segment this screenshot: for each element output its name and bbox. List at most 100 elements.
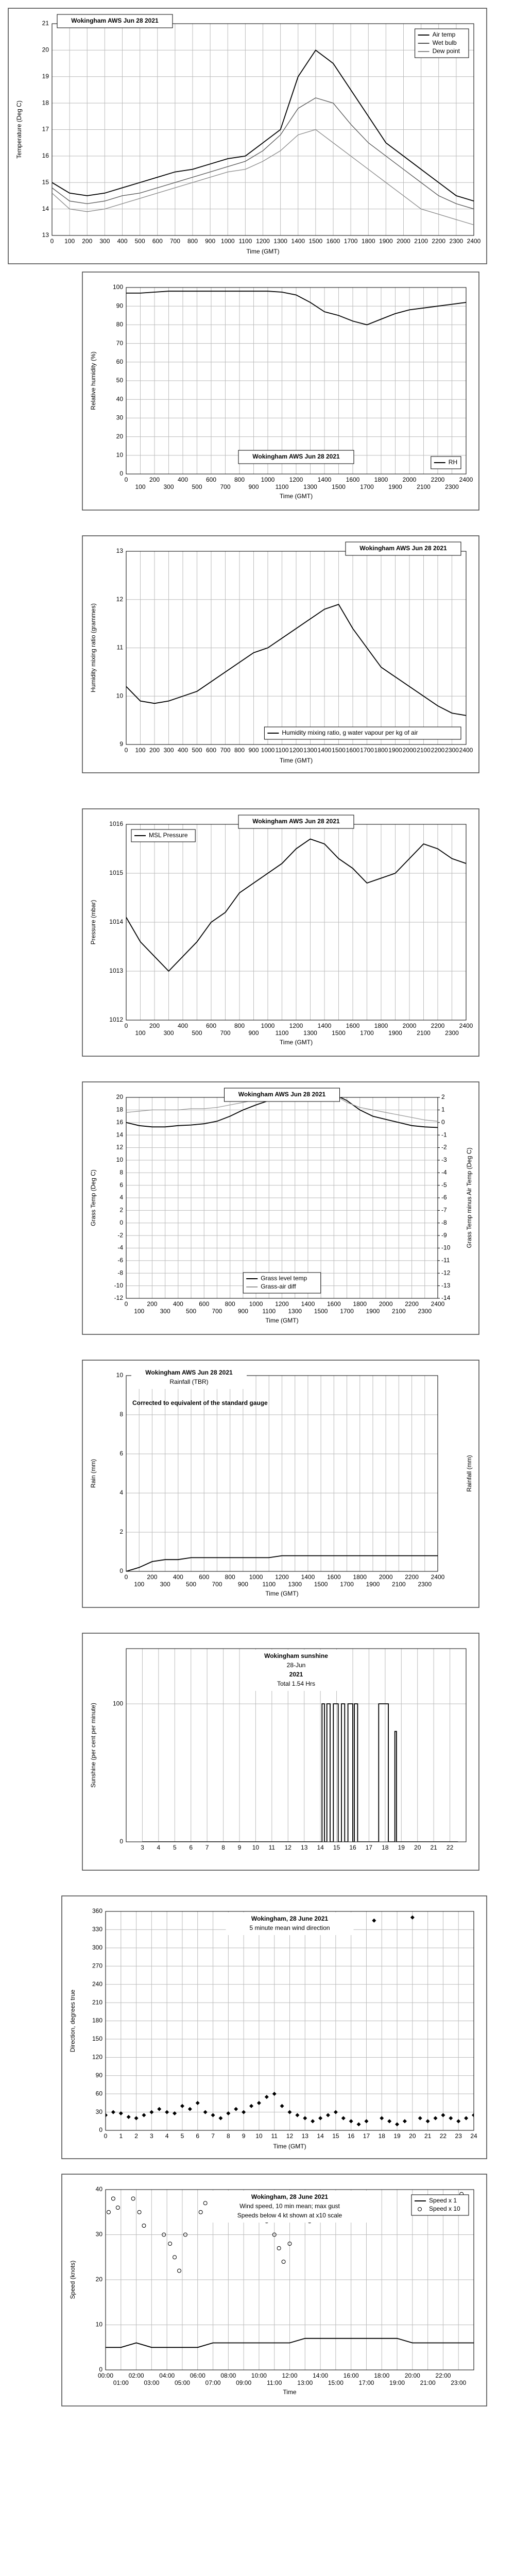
panel [8,8,487,264]
y2-tick-label: -7 [441,1207,447,1214]
y-tick-label: 20 [116,433,124,440]
x-tick-label: 2200 [432,238,445,245]
title-box [345,541,461,556]
x-tick-label: 16 [348,2132,355,2140]
x-tick-label: 700 [212,1581,222,1588]
y-tick-label: 20 [96,2276,103,2283]
point [106,2113,108,2117]
x-tick-label: 0 [125,1300,128,1308]
y-tick-label: -10 [114,1282,124,1289]
x-tick-label: 1900 [366,1308,380,1315]
point [162,2232,166,2237]
chart-subtitle: Speeds below 4 kt shown at x10 scale [237,2212,342,2219]
y-tick-label: 60 [96,2090,103,2097]
x-tick-label: 8 [221,1844,225,1851]
x-tick-label: 700 [220,483,230,490]
point [256,2100,261,2105]
y-tick-label: -4 [117,1244,123,1251]
x-tick-label: 1900 [388,1029,402,1037]
chart-title: Wokingham, 28 June 2021 [251,1915,328,1922]
x-tick-label: 21:00 [420,2379,436,2386]
x-tick-label: 100 [135,1029,145,1037]
y-tick-label: 2 [119,1528,123,1535]
y-tick-label: 14 [42,205,49,212]
y-tick-label: 10 [116,692,124,699]
y2-tick-label: -13 [441,1282,451,1289]
chart-title: Wokingham, 28 June 2021 [251,2193,328,2200]
y-axis-label: Rain (mm) [90,1459,97,1488]
point [395,2122,400,2127]
x-tick-label: 16 [349,1844,356,1851]
point [106,2210,111,2214]
legend-label: RH [449,459,457,466]
series-line [126,1097,438,1128]
x-tick-label: 2200 [431,476,445,483]
x-tick-label: 200 [147,1300,157,1308]
y-tick-label: 6 [119,1181,123,1189]
x-tick-label: 2000 [379,1573,393,1581]
x-tick-label: 13:00 [297,2379,313,2386]
y-tick-label: 360 [92,1907,102,1914]
panel [82,1081,479,1335]
x-tick-label: 600 [199,1300,209,1308]
x-tick-label: 20:00 [405,2372,420,2379]
x-tick-label: 1700 [360,1029,374,1037]
chart-title: Wokingham AWS Jun 28 2021 [238,1091,326,1098]
chart-title: Wokingham AWS Jun 28 2021 [252,453,340,460]
y-tick-label: 20 [116,1093,124,1100]
x-tick-label: 1200 [275,1573,289,1581]
y-tick-label: 0 [99,2126,102,2133]
x-tick-label: 400 [173,1573,183,1581]
point [180,2104,184,2108]
x-tick-label: 1500 [309,238,323,245]
x-tick-label: 300 [160,1308,170,1315]
point [364,2119,369,2124]
y-tick-label: 18 [116,1106,124,1113]
x-tick-label: 900 [248,483,259,490]
y-tick-label: 17 [42,126,49,133]
point [449,2116,453,2121]
x-tick-label: 1900 [388,747,402,754]
y-tick-label: 13 [42,231,49,239]
x-tick-label: 1800 [362,238,375,245]
title-box [131,1366,247,1389]
point [387,2119,392,2124]
x-tick-label: 600 [206,747,216,754]
x-tick-label: 800 [225,1300,235,1308]
x-tick-label: 300 [163,747,174,754]
x-tick-label: 1000 [221,238,235,245]
x-tick-label: 24 [470,2132,477,2140]
y-axis-label: Sunshine (per cent per minute) [90,1703,97,1788]
x-tick-label: 12 [286,2132,294,2140]
x-tick-label: 1800 [374,476,388,483]
y2-tick-label: -9 [441,1231,447,1239]
x-tick-label: 1700 [360,483,374,490]
x-tick-label: 1300 [303,1029,317,1037]
point [425,2119,430,2124]
x-axis-label: Time (GMT) [280,757,313,764]
point [295,2113,300,2117]
title-box [209,2191,370,2223]
x-tick-label: 2400 [459,747,473,754]
x-tick-label: 1800 [353,1300,367,1308]
chart-subtitle: 2021 [289,1671,303,1678]
x-tick-label: 900 [248,747,259,754]
x-tick-label: 1400 [301,1300,315,1308]
point [111,2110,115,2114]
y2-tick-label: -3 [441,1156,447,1163]
chart-subtitle: 28-Jun [287,1662,306,1669]
y-tick-label: 2 [119,1207,123,1214]
y-tick-label: 4 [119,1489,123,1496]
point [198,2210,203,2214]
x-axis-label: Time (GMT) [273,2143,306,2150]
x-tick-label: 07:00 [205,2379,221,2386]
x-axis-label: Time (GMT) [280,493,313,500]
y-tick-label: 16 [116,1118,124,1126]
x-tick-label: 3 [141,1844,144,1851]
x-tick-label: 2000 [403,747,417,754]
x-tick-label: 0 [50,238,54,245]
point [142,2113,146,2117]
point [410,1915,415,1920]
x-tick-label: 0 [104,2132,108,2140]
x-tick-label: 10 [252,1844,260,1851]
